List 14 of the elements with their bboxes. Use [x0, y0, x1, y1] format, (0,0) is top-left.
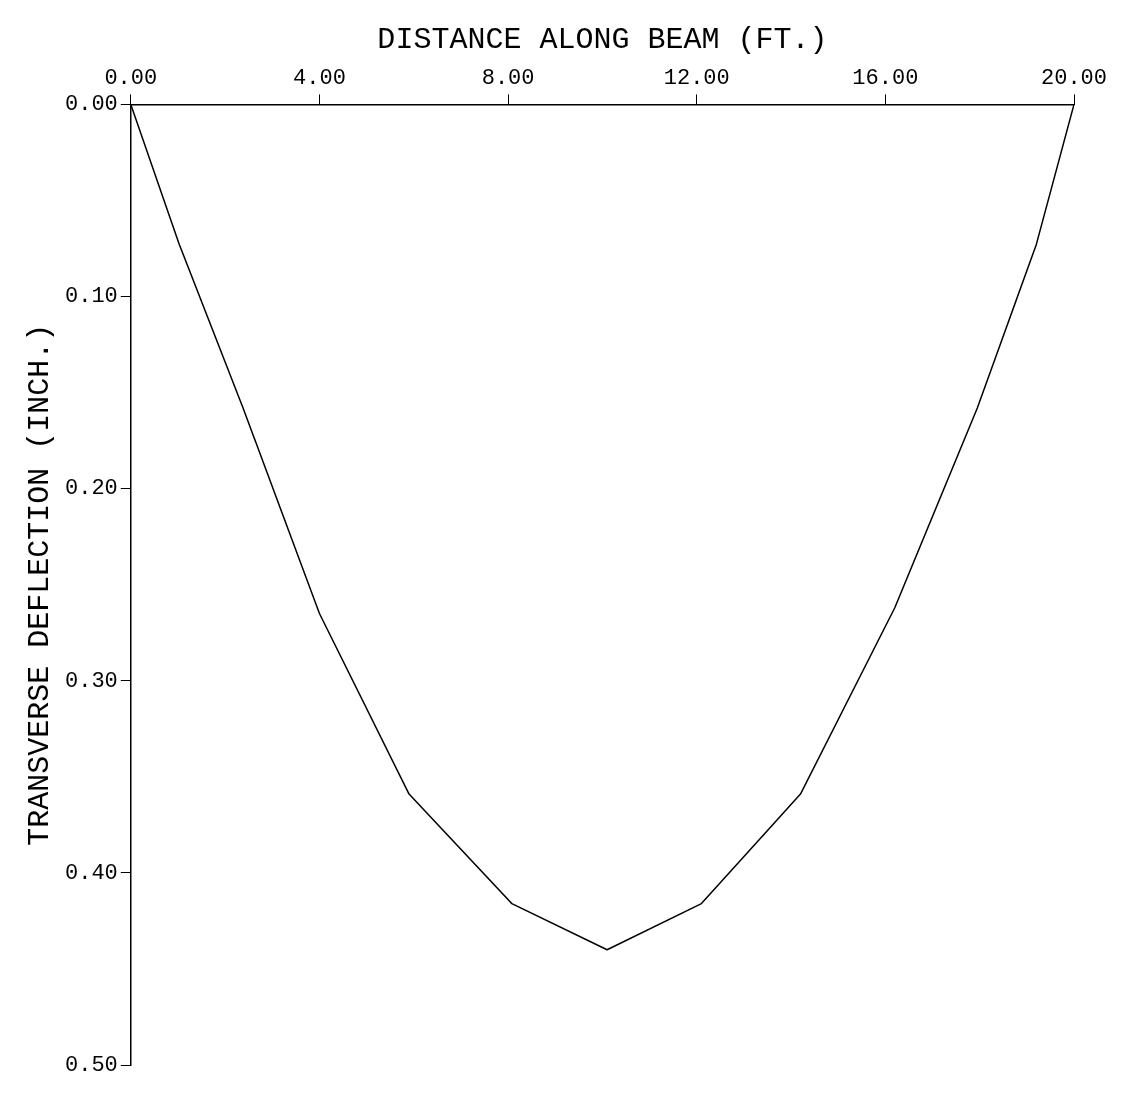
y-tick-label: 0.10	[65, 284, 118, 310]
x-tick-label: 0.00	[104, 66, 158, 92]
y-tick-label: 0.40	[65, 860, 118, 886]
x-tick-label: 20.00	[1040, 66, 1108, 92]
x-axis-title: DISTANCE ALONG BEAM (FT.)	[377, 22, 828, 57]
y-tick-label: 0.30	[65, 668, 118, 694]
y-axis-title: TRANSVERSE DEFLECTION (INCH.)	[22, 323, 57, 846]
x-tick-label: 4.00	[293, 66, 346, 92]
x-tick-label: 12.00	[663, 66, 730, 92]
x-tick-label: 16.00	[852, 66, 919, 92]
y-tick-label: 0.20	[65, 476, 118, 502]
y-tick-label: 0.00	[65, 92, 118, 118]
y-tick-label: 0.50	[65, 1052, 118, 1078]
x-tick-label: 8.00	[481, 66, 535, 92]
